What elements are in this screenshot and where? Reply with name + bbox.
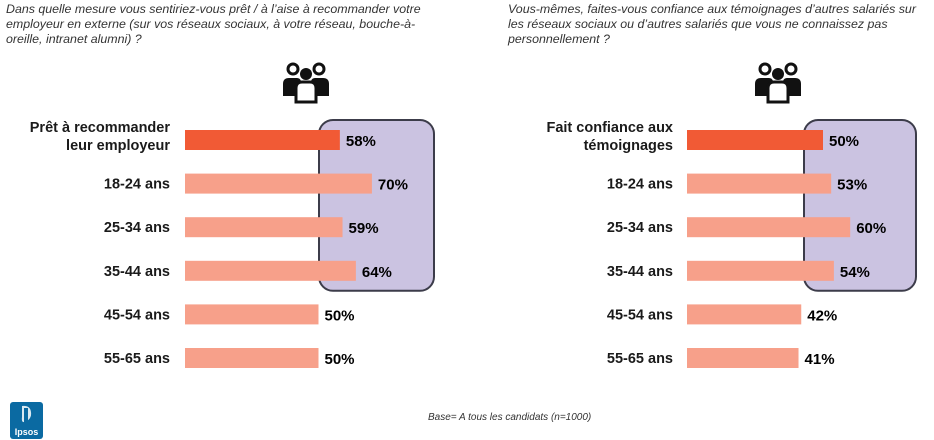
bar <box>185 260 356 281</box>
value-label: 50% <box>325 351 355 368</box>
category-label: Prêt à recommander <box>30 120 171 136</box>
category-label: leur employeur <box>66 138 170 154</box>
value-label: 41% <box>805 351 835 368</box>
right-question-text: Vous-mêmes, faites-vous confiance aux té… <box>508 2 916 46</box>
value-label: 58% <box>346 133 376 150</box>
left-question-text: Dans quelle mesure vous sentiriez-vous p… <box>6 2 421 46</box>
logo-text: Ipsos <box>15 427 39 437</box>
bar <box>687 173 832 194</box>
category-label: 25-34 ans <box>104 220 170 236</box>
bar <box>185 304 319 325</box>
bar <box>687 217 851 238</box>
highlight-box <box>803 119 917 292</box>
ipsos-logo: Ipsos <box>10 402 43 439</box>
category-label: Fait confiance aux <box>546 120 673 136</box>
value-label: 50% <box>829 133 859 150</box>
category-label: 18-24 ans <box>104 177 170 193</box>
bar <box>687 348 799 368</box>
category-label: 45-54 ans <box>607 307 673 323</box>
category-label: témoignages <box>584 138 673 154</box>
bar <box>185 348 319 368</box>
value-label: 59% <box>349 220 379 237</box>
people-group-icon <box>755 62 801 104</box>
value-label: 70% <box>378 177 408 194</box>
value-label: 53% <box>837 177 867 194</box>
bar <box>185 130 340 150</box>
value-label: 64% <box>362 264 392 281</box>
category-label: 25-34 ans <box>607 220 673 236</box>
value-label: 60% <box>856 220 886 237</box>
category-label: 45-54 ans <box>104 307 170 323</box>
people-group-icon <box>283 62 329 104</box>
category-label: 35-44 ans <box>607 264 673 280</box>
bar <box>185 173 372 194</box>
bar <box>687 304 802 325</box>
base-footnote: Base= A tous les candidats (n=1000) <box>428 412 592 423</box>
value-label: 54% <box>840 264 870 281</box>
value-label: 50% <box>325 307 355 324</box>
category-label: 55-65 ans <box>607 351 673 367</box>
bar <box>687 260 834 281</box>
category-label: 35-44 ans <box>104 264 170 280</box>
highlight-box <box>318 119 435 292</box>
category-label: 55-65 ans <box>104 351 170 367</box>
category-label: 18-24 ans <box>607 177 673 193</box>
bar <box>185 217 343 238</box>
bar <box>687 130 823 150</box>
value-label: 42% <box>807 307 837 324</box>
